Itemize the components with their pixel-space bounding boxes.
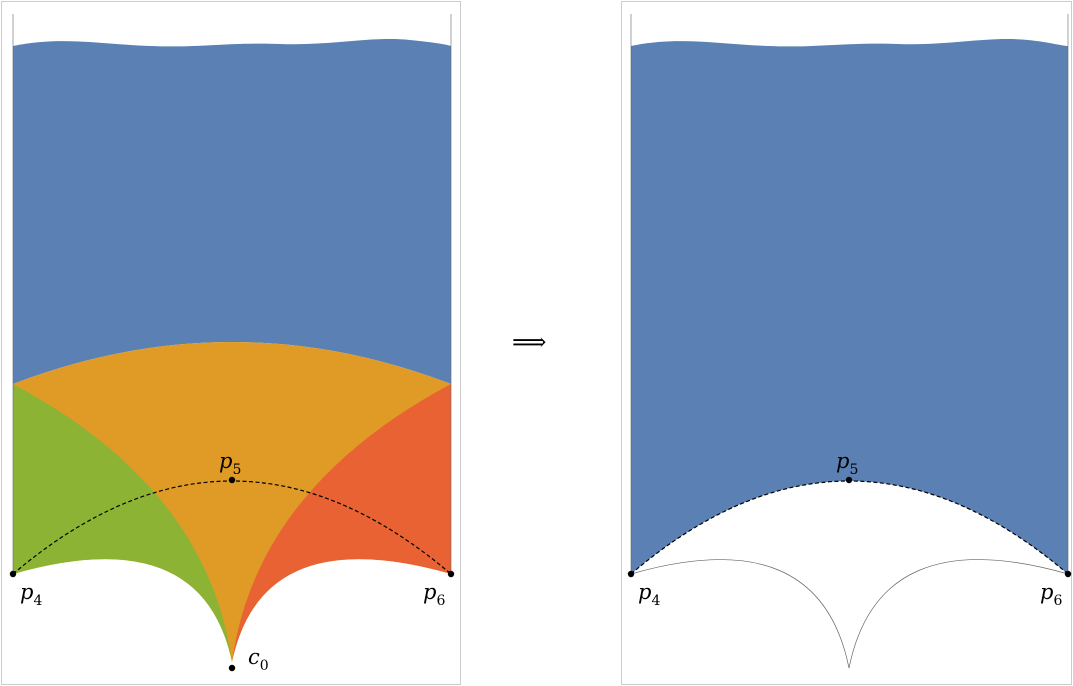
point-p5 (845, 476, 853, 484)
frame (621, 1, 1072, 685)
point-p6 (447, 570, 455, 578)
thin-lower-arcs (630, 559, 1069, 669)
blue-region (13, 39, 451, 385)
label-c0: c0 (248, 645, 269, 674)
label-p5: p5 (836, 449, 858, 478)
point-p5 (228, 476, 236, 484)
frame (1, 1, 461, 685)
point-p4 (627, 570, 635, 578)
green-region (13, 384, 232, 662)
label-p4: p4 (638, 580, 660, 609)
point-c0 (228, 664, 236, 672)
blue-region (631, 39, 1068, 574)
point-p4 (9, 570, 17, 578)
label-p4: p4 (20, 580, 42, 609)
label-p6: p6 (1040, 580, 1062, 609)
right-diagram: p4 p5 p6 (620, 0, 1073, 686)
label-p6: p6 (423, 580, 445, 609)
label-p5: p5 (219, 449, 241, 478)
orange-region (13, 342, 451, 662)
implies-arrow-glyph: ⟹ (512, 328, 546, 356)
left-diagram: p4 p5 p6 c0 (0, 0, 462, 686)
right-diagram-svg: p4 p5 p6 (621, 1, 1072, 685)
left-diagram-svg: p4 p5 p6 c0 (1, 1, 461, 685)
point-p6 (1064, 570, 1072, 578)
red-region (232, 384, 451, 662)
implies-arrow: ⟹ (512, 328, 546, 356)
